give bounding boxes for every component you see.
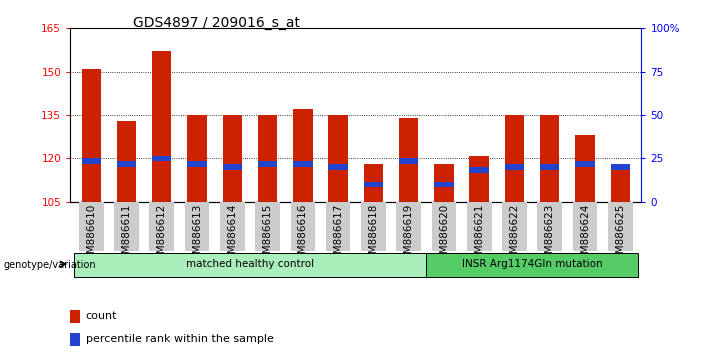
- Text: genotype/variation: genotype/variation: [4, 260, 96, 270]
- Bar: [70, 333, 80, 346]
- FancyBboxPatch shape: [326, 202, 350, 251]
- Bar: [576, 161, 594, 167]
- Bar: [223, 115, 242, 202]
- Bar: [152, 51, 172, 202]
- Bar: [329, 164, 348, 170]
- FancyBboxPatch shape: [538, 202, 562, 251]
- Bar: [505, 115, 524, 202]
- Text: GSM886624: GSM886624: [580, 203, 590, 267]
- Bar: [540, 164, 559, 170]
- FancyBboxPatch shape: [502, 202, 526, 251]
- Bar: [329, 115, 348, 202]
- Text: GSM886625: GSM886625: [615, 203, 625, 267]
- Text: GSM886611: GSM886611: [121, 203, 132, 267]
- FancyBboxPatch shape: [361, 202, 386, 251]
- Text: percentile rank within the sample: percentile rank within the sample: [86, 335, 273, 344]
- FancyBboxPatch shape: [220, 202, 245, 251]
- Bar: [611, 164, 630, 170]
- FancyBboxPatch shape: [149, 202, 174, 251]
- Bar: [434, 164, 454, 202]
- FancyBboxPatch shape: [467, 202, 491, 251]
- FancyBboxPatch shape: [290, 202, 315, 251]
- Bar: [364, 182, 383, 187]
- Bar: [293, 161, 313, 167]
- Bar: [293, 109, 313, 202]
- FancyBboxPatch shape: [185, 202, 210, 251]
- Bar: [152, 155, 172, 161]
- Text: count: count: [86, 312, 117, 321]
- FancyBboxPatch shape: [573, 202, 597, 251]
- FancyBboxPatch shape: [74, 253, 426, 276]
- Text: GSM886618: GSM886618: [369, 203, 379, 267]
- Bar: [258, 115, 278, 202]
- FancyBboxPatch shape: [79, 202, 104, 251]
- Bar: [187, 161, 207, 167]
- Text: GSM886617: GSM886617: [333, 203, 343, 267]
- FancyBboxPatch shape: [608, 202, 632, 251]
- Bar: [187, 115, 207, 202]
- Text: matched healthy control: matched healthy control: [186, 259, 314, 269]
- Text: GSM886612: GSM886612: [157, 203, 167, 267]
- Bar: [470, 167, 489, 173]
- Bar: [611, 164, 630, 202]
- Bar: [470, 155, 489, 202]
- Text: GSM886614: GSM886614: [227, 203, 238, 267]
- FancyBboxPatch shape: [426, 253, 638, 276]
- Bar: [258, 161, 278, 167]
- Bar: [81, 69, 101, 202]
- FancyBboxPatch shape: [114, 202, 139, 251]
- Bar: [364, 164, 383, 202]
- FancyBboxPatch shape: [396, 202, 421, 251]
- FancyBboxPatch shape: [432, 202, 456, 251]
- Text: GSM886616: GSM886616: [298, 203, 308, 267]
- Text: GSM886620: GSM886620: [439, 203, 449, 267]
- Text: GDS4897 / 209016_s_at: GDS4897 / 209016_s_at: [133, 16, 300, 30]
- Bar: [117, 161, 136, 167]
- Text: GSM886615: GSM886615: [263, 203, 273, 267]
- Bar: [223, 164, 242, 170]
- Text: GSM886622: GSM886622: [510, 203, 519, 267]
- Bar: [399, 118, 418, 202]
- Bar: [540, 115, 559, 202]
- Text: GSM886621: GSM886621: [474, 203, 484, 267]
- Bar: [576, 135, 594, 202]
- Bar: [399, 158, 418, 164]
- Bar: [70, 310, 80, 323]
- Text: GSM886623: GSM886623: [545, 203, 554, 267]
- Text: INSR Arg1174Gln mutation: INSR Arg1174Gln mutation: [462, 259, 602, 269]
- Text: GSM886619: GSM886619: [404, 203, 414, 267]
- Bar: [505, 164, 524, 170]
- Bar: [434, 182, 454, 187]
- Bar: [117, 121, 136, 202]
- FancyBboxPatch shape: [255, 202, 280, 251]
- Bar: [81, 158, 101, 164]
- Text: GSM886610: GSM886610: [86, 203, 96, 267]
- Text: GSM886613: GSM886613: [192, 203, 202, 267]
